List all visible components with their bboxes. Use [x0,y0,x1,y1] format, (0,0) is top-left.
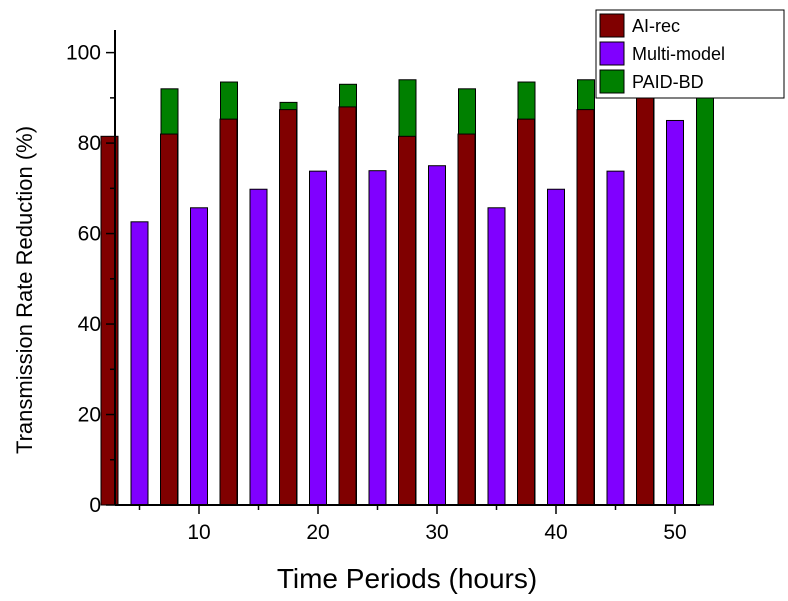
x-tick-label-50: 50 [663,521,686,544]
x-tick-label-20: 20 [306,521,329,544]
bar-multi-model-35 [487,207,506,506]
bar-multi-model-20 [309,170,327,506]
x-tick-label-30: 30 [425,521,448,544]
bar-ai-rec-20 [279,109,297,506]
bar-multi-model-15 [249,188,268,506]
bar-multi-model-10 [190,207,208,506]
legend-label-1: Multi-model [632,44,725,64]
y-tick-label-100: 100 [66,42,101,65]
legend-swatch-2 [599,69,625,94]
legend-label-0: AI-rec [632,16,680,36]
y-tick-label-0: 0 [89,494,101,517]
axes-layer: 0 20 40 60 80 100 10 20 30 40 50 [66,30,700,544]
legend-swatch-0 [599,13,625,38]
bar-multi-model-25 [368,170,387,506]
bar-ai-rec-45 [576,109,595,506]
y-tick-label-80: 80 [78,132,101,155]
bar-multi-model-50 [666,119,684,506]
bar-ai-rec-25 [338,106,357,506]
bar-multi-model-45 [606,170,625,506]
bar-ai-rec-35 [457,133,476,506]
bar-ai-rec-50 [636,92,654,506]
bar-multi-model-30 [428,165,446,506]
bar-multi-model-40 [547,188,565,506]
bars-layer [100,61,714,506]
legend: AI-rec Multi-model PAID-BD [595,9,785,99]
bar-ai-rec-30 [398,135,416,506]
y-tick-label-40: 40 [78,313,101,336]
bar-multi-model-5 [130,221,149,506]
x-tick-label-10: 10 [187,521,210,544]
y-tick-label-20: 20 [78,404,101,427]
bar-ai-rec-40 [517,118,535,506]
y-tick-label-60: 60 [78,223,101,246]
legend-label-2: PAID-BD [632,72,704,92]
bar-paid-bd-50 [696,61,714,506]
bar-ai-rec-10 [160,133,178,506]
y-axis-title: Transmission Rate Reduction (%) [12,126,37,454]
x-axis-title: Time Periods (hours) [277,563,537,594]
legend-swatch-1 [599,41,625,66]
x-tick-label-40: 40 [544,521,567,544]
legend-box [595,9,785,99]
bar-ai-rec-15 [219,118,238,506]
